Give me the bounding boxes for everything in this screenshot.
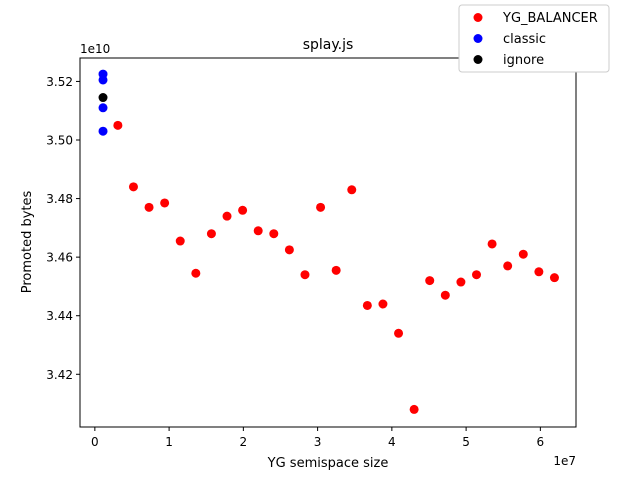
y-tick-label: 3.46 bbox=[46, 251, 73, 265]
legend-label-classic: classic bbox=[503, 32, 546, 47]
x-tick-label: 6 bbox=[537, 435, 545, 449]
x-tick-label: 1 bbox=[165, 435, 173, 449]
data-point-yg-balancer bbox=[222, 211, 232, 221]
data-point-yg-balancer bbox=[191, 268, 201, 278]
data-point-yg-balancer bbox=[425, 276, 435, 286]
data-point-yg-balancer bbox=[253, 226, 263, 236]
y-tick-label: 3.42 bbox=[46, 368, 73, 382]
data-point-yg-balancer bbox=[378, 299, 388, 309]
legend-label-ignore: ignore bbox=[503, 53, 544, 68]
data-point-yg-balancer bbox=[175, 236, 185, 246]
data-point-yg-balancer bbox=[440, 290, 450, 300]
legend-marker-classic bbox=[473, 34, 483, 43]
data-point-yg-balancer bbox=[269, 229, 279, 239]
data-point-yg-balancer bbox=[331, 265, 341, 275]
x-tick-label: 2 bbox=[240, 435, 248, 449]
data-point-yg-balancer bbox=[144, 202, 154, 212]
legend-label-yg-balancer: YG_BALANCER bbox=[502, 11, 598, 26]
data-point-yg-balancer bbox=[394, 328, 404, 338]
legend-marker-yg-balancer bbox=[473, 13, 483, 22]
legend: YG_BALANCER classic ignore bbox=[458, 4, 610, 73]
y-offset-label: 1e10 bbox=[80, 42, 110, 56]
data-point-yg-balancer bbox=[487, 239, 497, 249]
data-point-yg-balancer bbox=[362, 300, 372, 310]
data-point-ignore bbox=[98, 93, 108, 103]
data-point-classic bbox=[98, 103, 108, 113]
points-layer bbox=[98, 69, 559, 414]
x-tick-label: 5 bbox=[462, 435, 470, 449]
data-point-yg-balancer bbox=[160, 198, 170, 208]
data-point-yg-balancer bbox=[518, 249, 528, 259]
y-axis-label: Promoted bytes bbox=[20, 191, 35, 294]
data-point-yg-balancer bbox=[534, 267, 544, 277]
x-axis-label: YG semispace size bbox=[267, 456, 389, 471]
data-point-yg-balancer bbox=[347, 185, 357, 195]
legend-box bbox=[458, 4, 610, 73]
data-point-yg-balancer bbox=[316, 202, 326, 212]
data-point-classic bbox=[98, 75, 108, 85]
y-tick-label: 3.50 bbox=[46, 134, 73, 148]
data-point-classic bbox=[98, 126, 108, 136]
legend-marker-ignore bbox=[473, 55, 483, 64]
data-point-yg-balancer bbox=[238, 205, 248, 215]
data-point-yg-balancer bbox=[549, 273, 559, 283]
x-offset-label: 1e7 bbox=[553, 454, 576, 468]
x-tick-label: 0 bbox=[91, 435, 99, 449]
data-point-yg-balancer bbox=[206, 229, 216, 239]
data-point-yg-balancer bbox=[503, 261, 513, 271]
x-tick-label: 4 bbox=[388, 435, 396, 449]
axes-layer: 0 1 2 3 4 5 6 3.42 3.44 3.46 3.48 3.50 3.52 bbox=[46, 75, 544, 449]
data-point-yg-balancer bbox=[409, 404, 419, 414]
x-tick-label: 3 bbox=[314, 435, 322, 449]
y-tick-label: 3.52 bbox=[46, 75, 73, 89]
chart-title: splay.js bbox=[303, 37, 354, 53]
data-point-yg-balancer bbox=[284, 245, 294, 255]
data-point-yg-balancer bbox=[128, 182, 138, 192]
data-point-yg-balancer bbox=[300, 270, 310, 280]
y-tick-label: 3.48 bbox=[46, 192, 73, 206]
data-point-yg-balancer bbox=[113, 120, 123, 130]
y-tick-label: 3.44 bbox=[46, 309, 73, 323]
data-point-yg-balancer bbox=[456, 277, 466, 287]
plot-frame bbox=[79, 57, 577, 428]
data-point-yg-balancer bbox=[472, 270, 482, 280]
